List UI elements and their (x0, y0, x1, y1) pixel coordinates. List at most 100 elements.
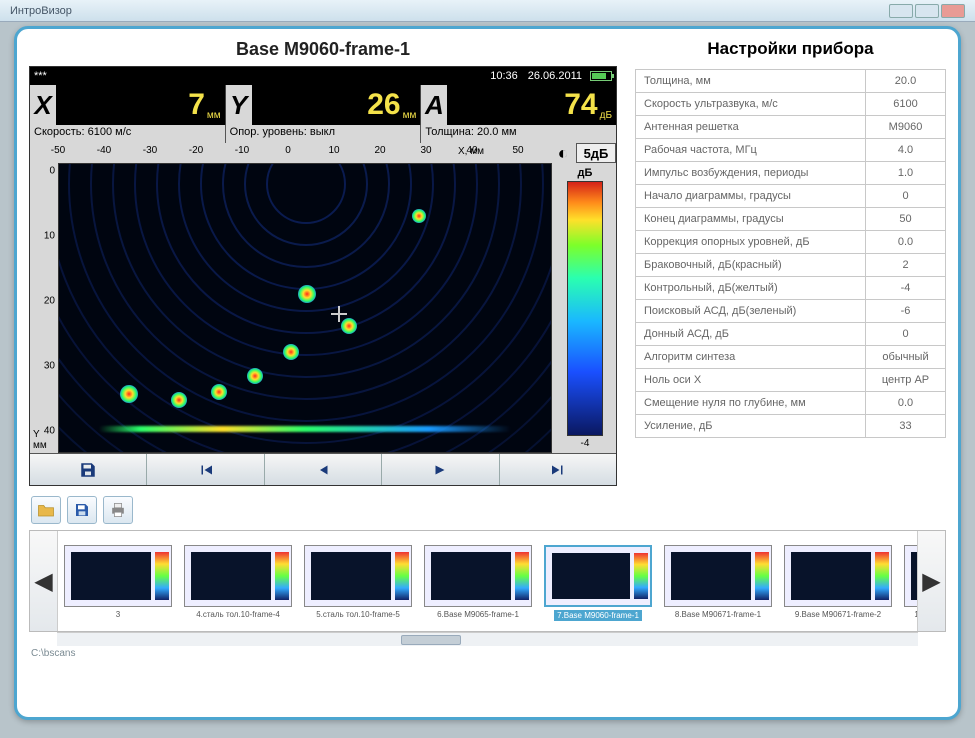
thumbnail[interactable]: 8.Base M90671-frame-1 (662, 545, 774, 621)
x-axis-row: X, мм -50-40-30-20-1001020304050 ◐ 5дБ (30, 143, 616, 163)
defect-hotspot (171, 392, 187, 408)
settings-label: Алгоритм синтеза (636, 346, 866, 369)
save-button[interactable] (67, 496, 97, 524)
filmstrip-prev-button[interactable]: ◀ (30, 531, 58, 631)
thumbnail[interactable]: 7.Base M9060-frame-1 (542, 545, 654, 621)
scan-time: 10:36 (490, 70, 518, 82)
readout-x-unit: мм (207, 110, 225, 125)
readout-x-value: 7 (56, 87, 207, 123)
thumbnail[interactable]: 9.Base M90671-frame-2 (782, 545, 894, 621)
readout-x-label: X (30, 85, 56, 125)
thumbnail[interactable]: 3 (62, 545, 174, 621)
defect-hotspot (298, 285, 316, 303)
readout-y-value: 26 (252, 87, 403, 123)
y-tick: 0 (49, 166, 55, 177)
file-toolbar (31, 496, 946, 524)
defect-hotspot (412, 209, 426, 223)
thumbnail-image (304, 545, 412, 607)
param-ref: Опор. уровень: выкл (226, 125, 422, 143)
settings-value: -6 (866, 300, 946, 323)
db-step-box[interactable]: 5дБ (576, 143, 616, 163)
filmstrip-next-button[interactable]: ▶ (917, 531, 945, 631)
thumbnail[interactable]: 6.Base M9065-frame-1 (422, 545, 534, 621)
x-tick: -20 (189, 145, 203, 156)
defect-hotspot (247, 368, 263, 384)
filmstrip-container: ◀ 34.сталь тол.10-frame-4 5.сталь тол.10-… (29, 530, 946, 646)
play-button[interactable] (382, 454, 499, 485)
settings-row: Конец диаграммы, градусы50 (636, 208, 946, 231)
settings-row: Коррекция опорных уровней, дБ0.0 (636, 231, 946, 254)
settings-label: Скорость ультразвука, м/с (636, 93, 866, 116)
thumbnail-image (544, 545, 652, 607)
x-tick: 20 (374, 145, 385, 156)
prev-frame-button[interactable] (265, 454, 382, 485)
settings-row: Рабочая частота, МГц4.0 (636, 139, 946, 162)
settings-value: обычный (866, 346, 946, 369)
maximize-button[interactable] (915, 4, 939, 18)
settings-row: Донный АСД, дБ0 (636, 323, 946, 346)
readout-a-value: 74 (447, 87, 599, 123)
y-tick: 10 (44, 231, 55, 242)
x-tick: 40 (466, 145, 477, 156)
filmstrip: ◀ 34.сталь тол.10-frame-4 5.сталь тол.10-… (29, 530, 946, 632)
settings-label: Браковочный, дБ(красный) (636, 254, 866, 277)
settings-label: Конец диаграммы, градусы (636, 208, 866, 231)
colorbar: дБ -4 (552, 163, 616, 453)
os-titlebar: ИнтроВизор (0, 0, 975, 22)
y-tick: 20 (44, 296, 55, 307)
x-tick: 10 (328, 145, 339, 156)
playback-bar (30, 453, 616, 485)
settings-value: 0.0 (866, 231, 946, 254)
thumbnail-image (784, 545, 892, 607)
window-buttons (889, 4, 965, 18)
crosshair[interactable] (331, 306, 347, 322)
settings-value: 20.0 (866, 70, 946, 93)
settings-label: Поисковый АСД, дБ(зеленый) (636, 300, 866, 323)
app-title: ИнтроВизор (10, 5, 72, 17)
settings-table: Толщина, мм20.0Скорость ультразвука, м/с… (635, 69, 946, 438)
thumbnail-image (904, 545, 917, 607)
readouts-row: X 7 мм Y 26 мм A 74 дБ (30, 85, 616, 125)
readout-a-label: A (421, 85, 447, 125)
settings-label: Ноль оси X (636, 369, 866, 392)
settings-row: Алгоритм синтезаобычный (636, 346, 946, 369)
settings-row: Антенная решеткаM9060 (636, 116, 946, 139)
filmstrip-scrollbar[interactable] (57, 632, 918, 646)
settings-row: Поисковый АСД, дБ(зеленый)-6 (636, 300, 946, 323)
last-frame-button[interactable] (500, 454, 616, 485)
readout-y-unit: мм (403, 110, 421, 125)
readout-a: A 74 дБ (421, 85, 616, 125)
close-button[interactable] (941, 4, 965, 18)
settings-value: 6100 (866, 93, 946, 116)
settings-value: 0.0 (866, 392, 946, 415)
thumbnail-caption: 7.Base M9060-frame-1 (554, 610, 642, 621)
settings-row: Браковочный, дБ(красный)2 (636, 254, 946, 277)
settings-row: Смещение нуля по глубине, мм0.0 (636, 392, 946, 415)
y-axis: Yмм 010203040 (30, 163, 58, 453)
save-frame-button[interactable] (30, 454, 147, 485)
settings-row: Начало диаграммы, градусы0 (636, 185, 946, 208)
thumbnail-caption: 9.Base M90671-frame-2 (795, 610, 881, 619)
minimize-button[interactable] (889, 4, 913, 18)
frame-title: Base M9060-frame-1 (29, 39, 617, 60)
thumbnail-caption: 5.сталь тол.10-frame-5 (316, 610, 400, 619)
contrast-icon[interactable]: ◐ (550, 143, 576, 163)
b-scan-image[interactable] (58, 163, 552, 453)
battery-icon (590, 71, 612, 81)
open-button[interactable] (31, 496, 61, 524)
x-axis: X, мм -50-40-30-20-1001020304050 (58, 143, 550, 163)
thumbnail-image (424, 545, 532, 607)
thumbnail[interactable]: 4.сталь тол.10-frame-4 (182, 545, 294, 621)
readout-y-label: Y (226, 85, 252, 125)
settings-label: Контрольный, дБ(желтый) (636, 277, 866, 300)
thumbnail-image (184, 545, 292, 607)
settings-value: 4.0 (866, 139, 946, 162)
thumbnail[interactable]: 5.сталь тол.10-frame-5 (302, 545, 414, 621)
settings-label: Смещение нуля по глубине, мм (636, 392, 866, 415)
print-button[interactable] (103, 496, 133, 524)
first-frame-button[interactable] (147, 454, 264, 485)
settings-label: Донный АСД, дБ (636, 323, 866, 346)
scan-header: *** 10:36 26.06.2011 (30, 67, 616, 85)
defect-hotspot (120, 385, 138, 403)
thumbnail[interactable]: 10.Base M90671-fram… (902, 545, 917, 621)
